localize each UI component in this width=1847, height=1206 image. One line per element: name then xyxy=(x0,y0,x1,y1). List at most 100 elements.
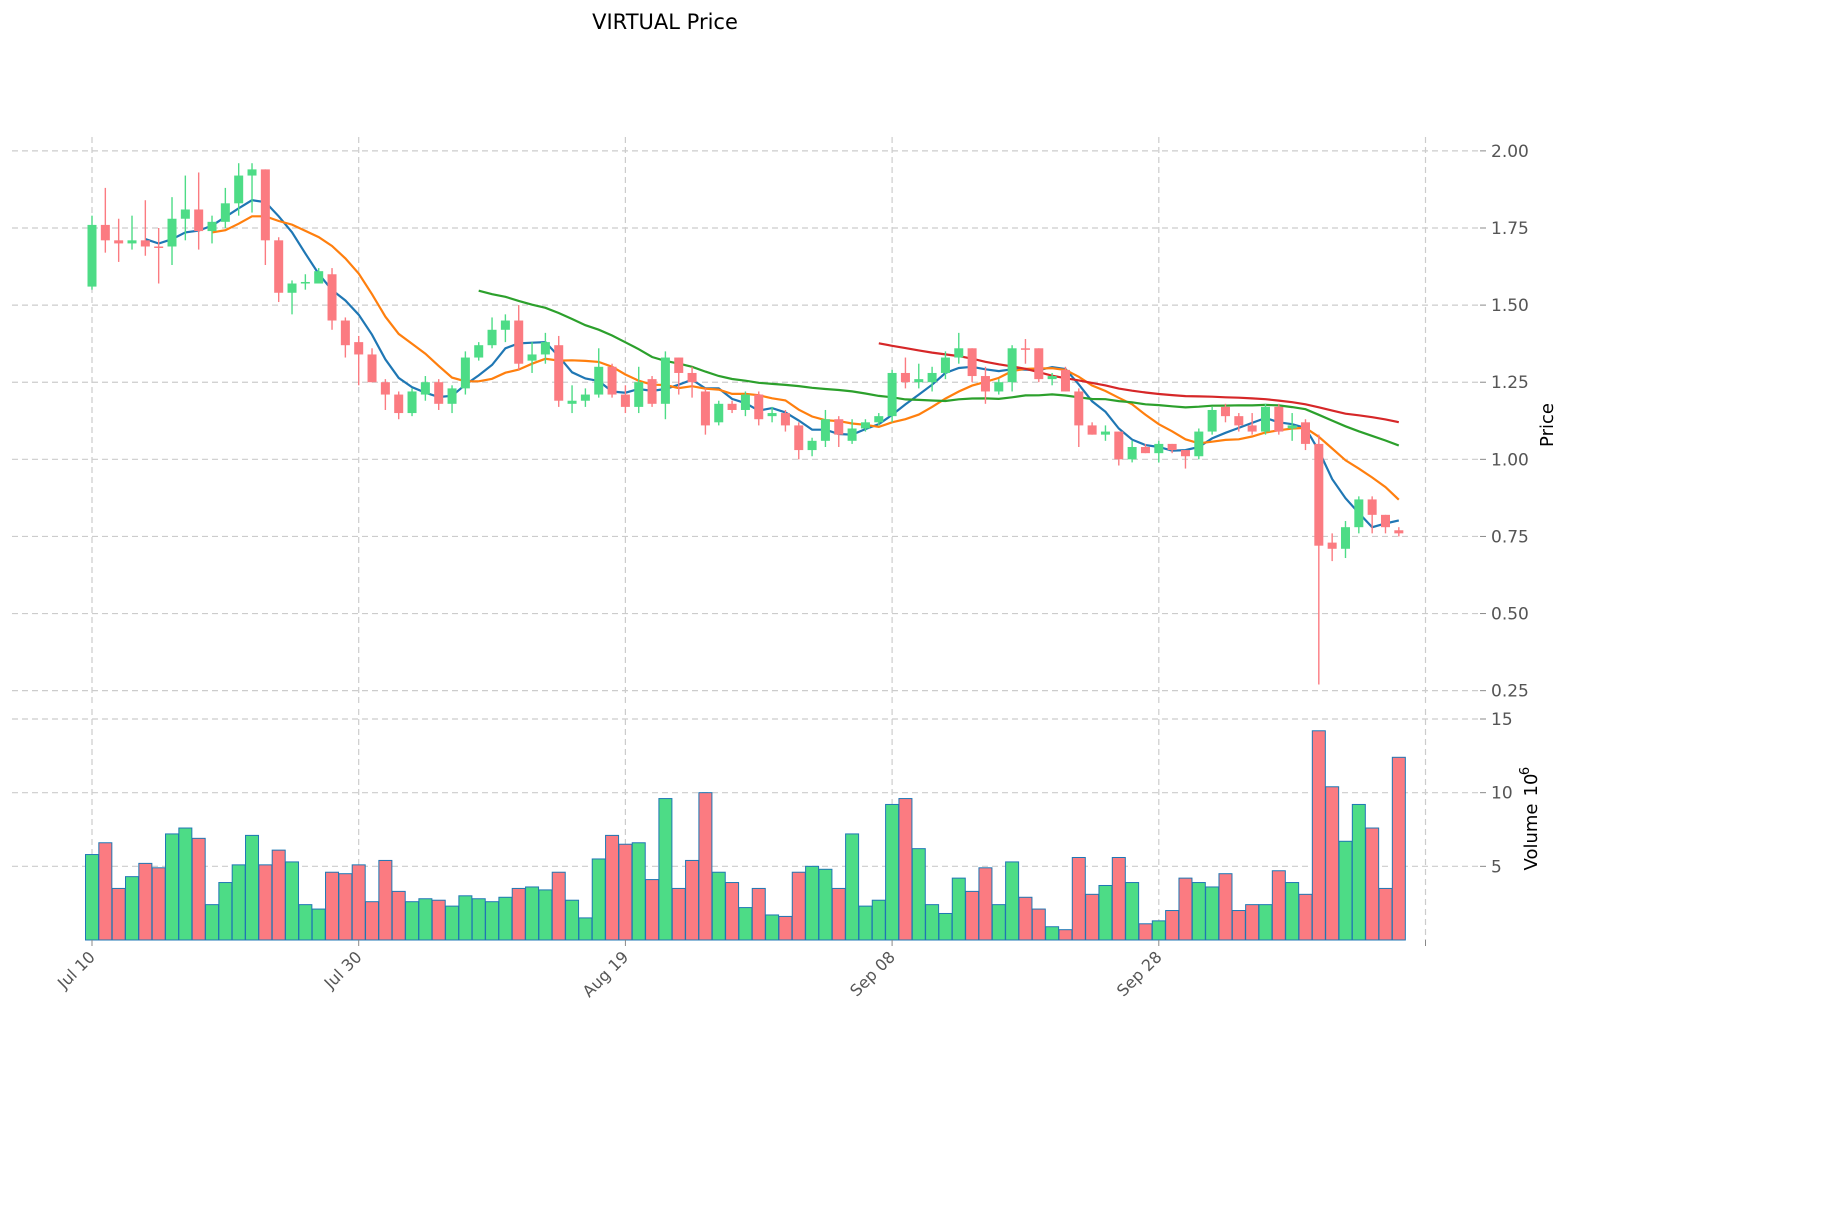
volume-bar xyxy=(1058,929,1073,941)
volume-bar xyxy=(1018,896,1033,941)
volume-bar xyxy=(1391,756,1406,941)
volume-bar xyxy=(178,827,193,941)
volume-bar xyxy=(538,889,553,941)
candle-down xyxy=(1167,443,1177,451)
volume-bar xyxy=(565,899,580,941)
volume-bar xyxy=(485,901,500,941)
volume-bar xyxy=(418,898,433,941)
candle-up xyxy=(180,209,190,219)
x-tick-label: Jul 30 xyxy=(320,947,366,993)
candle-up xyxy=(660,357,670,404)
volume-bar xyxy=(125,876,140,941)
candle-down xyxy=(1074,391,1084,426)
volume-bar xyxy=(1031,908,1046,941)
volume-bar xyxy=(151,867,166,941)
candle-up xyxy=(234,175,244,204)
volume-bar xyxy=(1218,873,1233,941)
ma-5-line xyxy=(144,199,1400,529)
candle-down xyxy=(980,376,990,392)
candle-down xyxy=(794,425,804,451)
candle-down xyxy=(380,382,390,395)
volume-bar xyxy=(498,896,513,941)
candle-up xyxy=(1047,376,1057,380)
volume-bar xyxy=(1258,904,1273,941)
candle-down xyxy=(727,403,737,410)
candle-down xyxy=(554,345,564,401)
candle-up xyxy=(540,342,550,355)
candle-down xyxy=(1060,369,1070,392)
candle-down xyxy=(647,379,657,404)
candle-down xyxy=(1114,431,1124,460)
volume-bar xyxy=(298,904,313,941)
price-tick-label: 0.50 xyxy=(1491,605,1529,625)
volume-bar xyxy=(271,849,286,941)
candle-down xyxy=(1180,450,1190,457)
candle-down xyxy=(620,394,630,407)
volume-bar xyxy=(591,858,606,941)
volume-bar xyxy=(871,899,886,941)
volume-bar xyxy=(378,859,393,941)
candle-down xyxy=(114,240,124,244)
candle-up xyxy=(954,348,964,358)
candle-down xyxy=(1247,425,1257,432)
candle-up xyxy=(914,379,924,383)
price-tick-label: 2.00 xyxy=(1491,142,1529,162)
candle-up xyxy=(447,388,457,404)
candle-down xyxy=(1140,446,1150,454)
candle-down xyxy=(194,209,204,232)
volume-bar xyxy=(898,798,913,941)
candle-down xyxy=(687,372,697,383)
candle-down xyxy=(700,391,710,426)
chart-title: VIRTUAL Price xyxy=(592,10,738,34)
price-tick-label: 1.75 xyxy=(1491,219,1529,239)
candle-up xyxy=(1207,409,1217,432)
volume-bar xyxy=(205,904,220,941)
candle-up xyxy=(820,419,830,441)
candle-down xyxy=(1300,422,1310,444)
candle-up xyxy=(314,271,324,284)
volume-bar xyxy=(978,867,993,941)
candle-down xyxy=(1020,348,1030,350)
candle-up xyxy=(500,320,510,330)
candle-up xyxy=(247,169,257,176)
candle-up xyxy=(220,203,230,222)
candle-up xyxy=(927,372,937,383)
volume-bar xyxy=(671,887,686,941)
volume-bar xyxy=(218,882,233,941)
candle-up xyxy=(460,357,470,389)
x-tick-label: Sep 28 xyxy=(1113,947,1166,1000)
volume-exponent-base: 10 xyxy=(1521,774,1542,797)
candle-down xyxy=(154,246,164,248)
candle-up xyxy=(487,329,497,346)
price-tick-label: 1.00 xyxy=(1491,450,1529,470)
moving-averages xyxy=(144,199,1400,529)
candle-up xyxy=(874,416,884,423)
volume-bar xyxy=(1191,882,1206,941)
candle-down xyxy=(340,320,350,346)
volume-bar xyxy=(725,882,740,941)
candle-down xyxy=(834,419,844,435)
candle-up xyxy=(287,283,297,293)
volume-bar xyxy=(1165,910,1180,941)
candle-up xyxy=(207,221,217,232)
volume-bar xyxy=(645,879,660,941)
candle-down xyxy=(607,366,617,395)
candle-up xyxy=(714,403,724,423)
candle-up xyxy=(1354,499,1364,528)
volume-bar xyxy=(511,887,526,941)
volume-bars xyxy=(85,730,1406,941)
candle-down xyxy=(260,169,270,241)
candle-up xyxy=(580,394,590,401)
volume-exponent-power: 6 xyxy=(1518,767,1533,775)
candle-down xyxy=(1314,443,1324,546)
candle-up xyxy=(594,366,604,395)
volume-bar xyxy=(911,848,926,941)
volume-bar xyxy=(805,865,820,941)
volume-bar xyxy=(711,871,726,941)
volume-bar xyxy=(1098,884,1113,941)
candle-down xyxy=(394,394,404,414)
volume-bar xyxy=(1178,877,1193,941)
candle-up xyxy=(994,382,1004,392)
volume-bar xyxy=(1325,786,1340,941)
